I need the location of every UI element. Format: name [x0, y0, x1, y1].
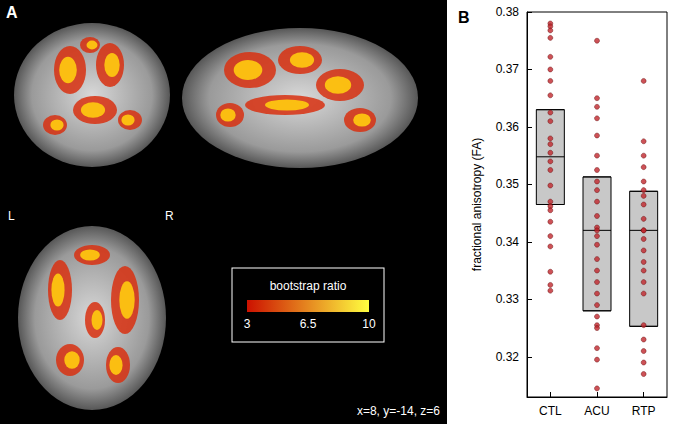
svg-text:0.35: 0.35	[496, 177, 520, 191]
svg-text:L: L	[8, 209, 15, 223]
svg-text:0.38: 0.38	[496, 5, 520, 19]
svg-text:x=8, y=-14, z=6: x=8, y=-14, z=6	[357, 404, 440, 418]
svg-text:10: 10	[362, 317, 376, 331]
svg-text:fractional anisotropy (FA): fractional anisotropy (FA)	[470, 138, 484, 271]
svg-text:6.5: 6.5	[300, 317, 317, 331]
svg-text:B: B	[458, 9, 470, 26]
svg-text:ACU: ACU	[584, 404, 609, 418]
svg-text:bootstrap ratio: bootstrap ratio	[270, 279, 347, 293]
svg-text:3: 3	[244, 317, 251, 331]
svg-text:A: A	[6, 4, 18, 21]
svg-text:CTL: CTL	[539, 404, 562, 418]
svg-text:0.33: 0.33	[496, 292, 520, 306]
svg-text:0.36: 0.36	[496, 120, 520, 134]
svg-text:0.37: 0.37	[496, 62, 520, 76]
svg-text:R: R	[165, 209, 174, 223]
svg-text:0.32: 0.32	[496, 350, 520, 364]
svg-text:RTP: RTP	[632, 404, 656, 418]
svg-text:0.34: 0.34	[496, 235, 520, 249]
